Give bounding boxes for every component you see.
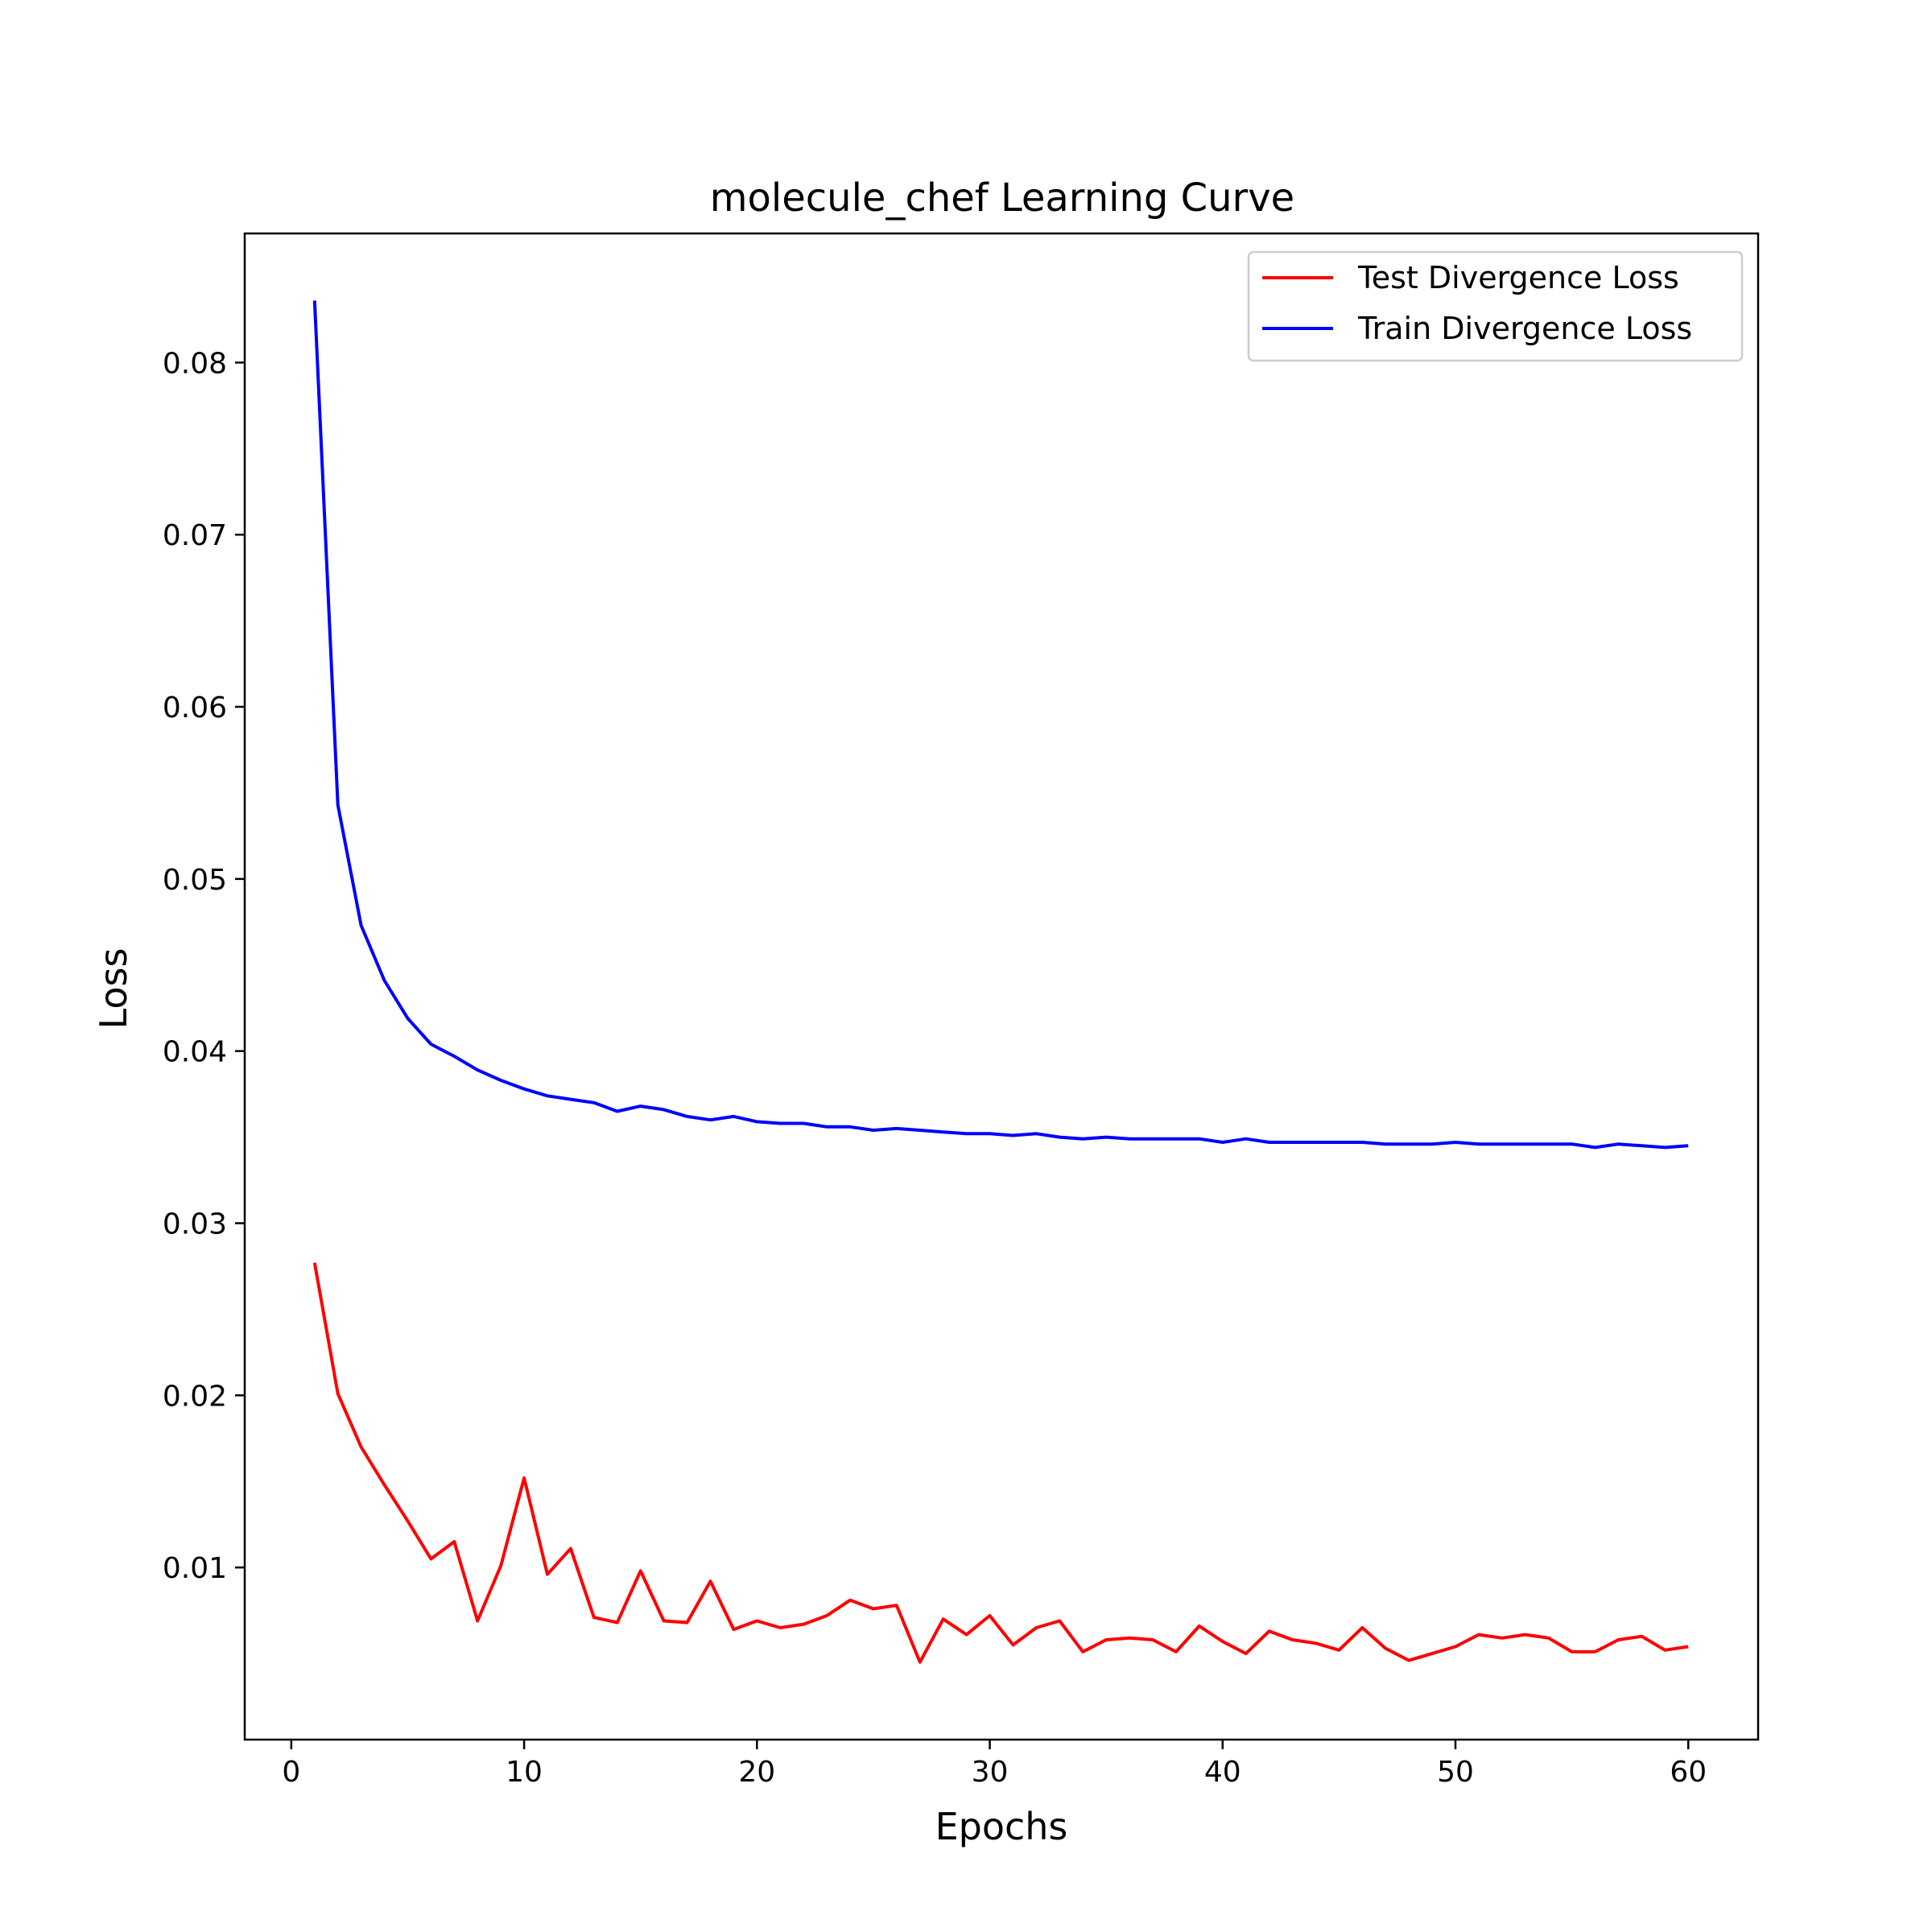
legend: Test Divergence Loss Train Divergence Lo… <box>1247 250 1744 362</box>
y-tick-label: 0.03 <box>163 1208 227 1241</box>
x-axis-ticks: 0 10 20 30 40 50 60 <box>282 1740 1707 1789</box>
y-tick-label: 0.08 <box>163 347 227 380</box>
legend-frame <box>1247 250 1744 362</box>
x-tick-label: 60 <box>1670 1756 1707 1789</box>
x-axis-label: Epochs <box>935 1805 1068 1848</box>
y-tick-label: 0.07 <box>163 519 227 552</box>
x-tick-label: 30 <box>972 1756 1009 1789</box>
x-tick-label: 10 <box>506 1756 543 1789</box>
x-tick-label: 0 <box>282 1756 300 1789</box>
y-tick-label: 0.02 <box>163 1380 227 1413</box>
x-tick-label: 40 <box>1204 1756 1241 1789</box>
y-tick-label: 0.04 <box>163 1036 227 1069</box>
y-axis-label: Loss <box>92 948 135 1030</box>
chart-title: molecule_chef Learning Curve <box>710 175 1294 221</box>
x-tick-label: 50 <box>1437 1756 1474 1789</box>
legend-label-test: Test Divergence Loss <box>1357 260 1679 295</box>
y-axis-ticks: 0.01 0.02 0.03 0.04 0.05 0.06 0.07 0.08 <box>163 347 245 1585</box>
series-lines <box>312 300 1689 1664</box>
x-tick-label: 20 <box>738 1756 775 1789</box>
plot-frame <box>243 232 1760 1741</box>
y-tick-label: 0.01 <box>163 1552 227 1585</box>
train-loss-line <box>312 300 1689 1150</box>
legend-label-train: Train Divergence Loss <box>1357 311 1692 346</box>
y-tick-label: 0.05 <box>163 864 227 897</box>
y-tick-label: 0.06 <box>163 691 227 724</box>
test-loss-line <box>312 1262 1689 1664</box>
plot-area <box>243 232 1760 1741</box>
